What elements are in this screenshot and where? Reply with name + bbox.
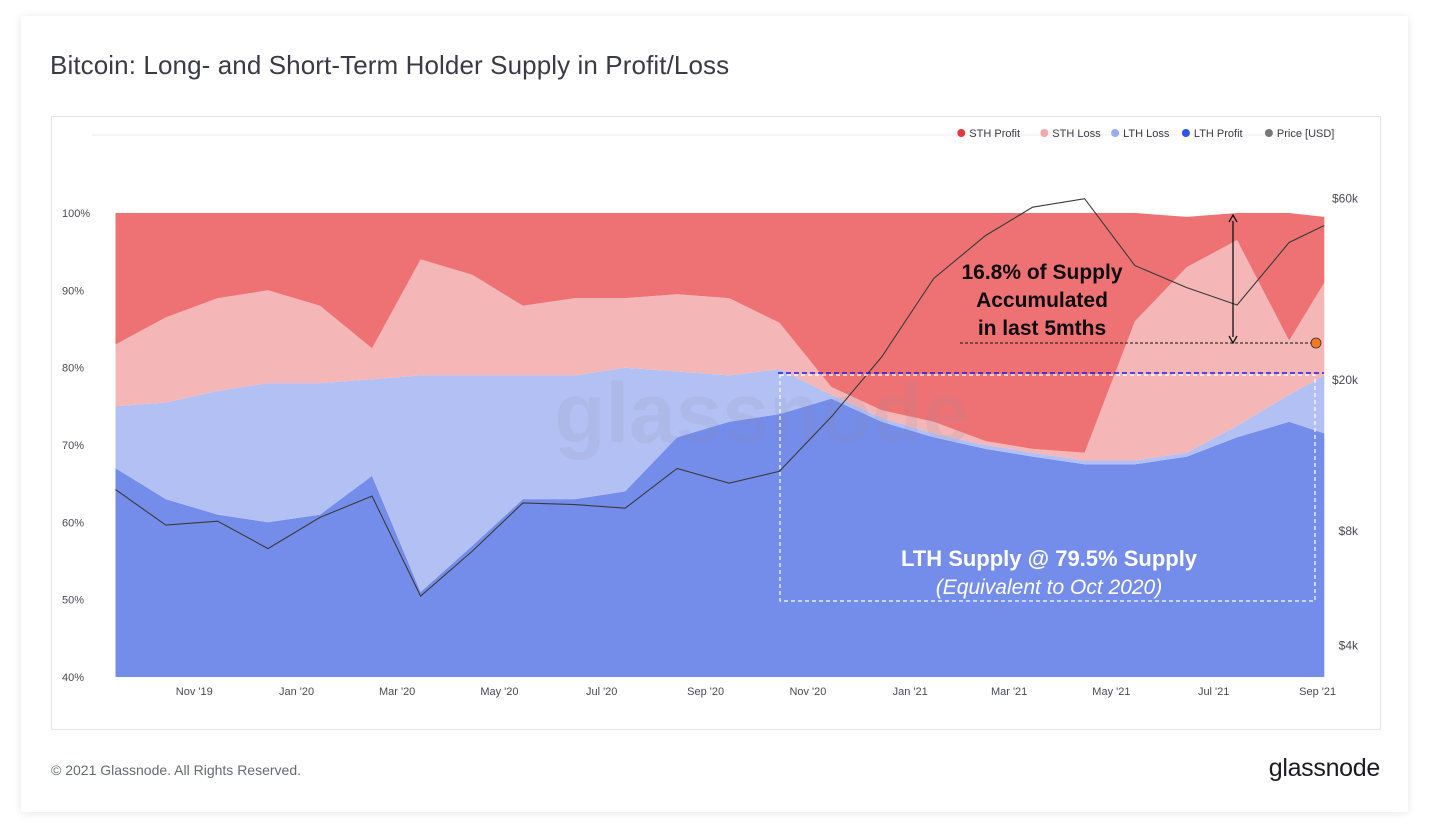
x-tick-label: Jan '20 xyxy=(279,686,314,698)
legend-label: STH Profit xyxy=(969,128,1020,140)
legend-label: LTH Loss xyxy=(1123,128,1170,140)
y-tick-label: 100% xyxy=(62,208,90,220)
page-title: Bitcoin: Long- and Short-Term Holder Sup… xyxy=(50,50,730,80)
area-sth-profit xyxy=(115,213,1325,453)
area-lth-loss xyxy=(115,367,1325,592)
x-tick-label: Nov '20 xyxy=(789,686,826,698)
arrow-head-up xyxy=(1228,213,1238,223)
price-line-group xyxy=(115,198,1325,597)
legend-dot xyxy=(1040,129,1049,137)
x-tick-label: Mar '20 xyxy=(379,686,415,698)
y-tick-label: 70% xyxy=(62,440,84,452)
x-tick-label: Jul '21 xyxy=(1198,686,1229,698)
y-right-tick-label: $60k xyxy=(1332,192,1359,206)
y-tick-label: 90% xyxy=(62,285,84,297)
legend-dot xyxy=(1111,129,1120,137)
legend-dot xyxy=(1264,129,1273,137)
x-tick-label: Sep '20 xyxy=(687,686,724,698)
axes: 40% 50% 60% 70% 80% 90% 100% $4k $8k $20k $60k Nov … xyxy=(62,134,1359,698)
watermark: glassnode xyxy=(554,366,969,460)
accumulation-label: 16.8% of Supply xyxy=(961,261,1122,284)
legend-dot xyxy=(957,129,966,137)
legend: STH Profit STH Loss LTH Loss LTH Profit Pric… xyxy=(957,128,1334,140)
chart-svg: glassnode 16.8% of Supply Accumulated in l… xyxy=(62,128,1359,698)
y-tick-label: 40% xyxy=(62,672,84,684)
legend-item[interactable]: STH Profit xyxy=(957,128,1020,140)
copyright-text: © 2021 Glassnode. All Rights Reserved. xyxy=(51,762,302,778)
area-sth-loss xyxy=(115,240,1325,461)
legend-label: Price [USD] xyxy=(1277,128,1334,140)
accumulation-marker xyxy=(1310,337,1322,349)
brand-logo[interactable]: glassnode xyxy=(1268,754,1381,782)
area-layers xyxy=(115,213,1325,677)
x-tick-label: Jul '20 xyxy=(586,686,617,698)
legend-item[interactable]: LTH Profit xyxy=(1181,128,1243,140)
y-right-tick-label: $8k xyxy=(1339,524,1359,538)
legend-label: LTH Profit xyxy=(1194,128,1243,140)
x-tick-label: May '20 xyxy=(480,686,518,698)
x-tick-label: May '21 xyxy=(1092,686,1130,698)
legend-item[interactable]: LTH Loss xyxy=(1111,128,1170,140)
x-tick-label: Sep '21 xyxy=(1299,686,1336,698)
y-right-tick-label: $4k xyxy=(1339,639,1359,653)
legend-item[interactable]: Price [USD] xyxy=(1264,128,1334,140)
y-tick-label: 80% xyxy=(62,363,84,375)
accumulation-label: Accumulated xyxy=(976,289,1108,312)
price-line xyxy=(115,198,1325,597)
y-right-tick-label: $20k xyxy=(1332,373,1359,387)
legend-dot xyxy=(1181,129,1190,137)
lth-highlight-box xyxy=(779,374,1316,602)
x-tick-label: Mar '21 xyxy=(991,686,1027,698)
lth-annotation-subtitle: (Equivalent to Oct 2020) xyxy=(936,576,1162,599)
x-tick-label: Nov '19 xyxy=(176,686,213,698)
arrow-head-down xyxy=(1228,335,1238,345)
area-lth-profit xyxy=(115,398,1325,677)
x-tick-label: Jan '21 xyxy=(893,686,928,698)
annotations: 16.8% of Supply Accumulated in last 5mths L… xyxy=(778,213,1324,602)
y-tick-label: 50% xyxy=(62,595,84,607)
legend-item[interactable]: STH Loss xyxy=(1040,128,1101,140)
y-tick-label: 60% xyxy=(62,517,84,529)
chart-panel: glassnode 16.8% of Supply Accumulated in l… xyxy=(51,116,1381,730)
accumulation-label: in last 5mths xyxy=(978,317,1106,340)
lth-annotation-title: LTH Supply @ 79.5% Supply xyxy=(901,546,1198,571)
legend-label: STH Loss xyxy=(1052,128,1101,140)
